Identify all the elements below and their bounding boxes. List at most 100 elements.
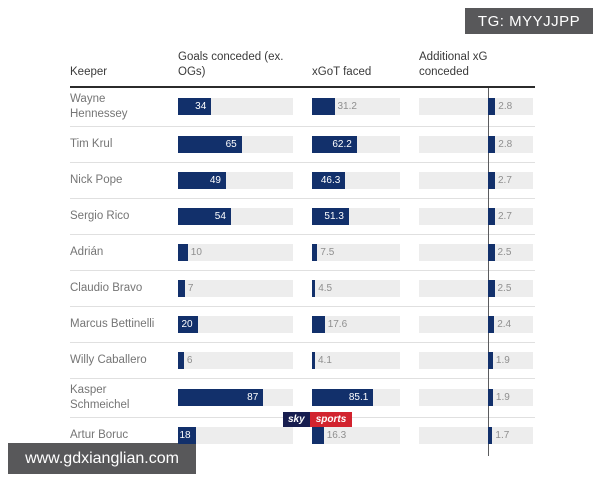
xgot_faced-bar-fill — [312, 351, 315, 369]
xgot_faced-value: 16.3 — [326, 429, 347, 441]
additional_xg-bar-track: 1.9 — [419, 351, 533, 369]
goals_conceded-value: 18 — [179, 429, 191, 441]
goals_conceded-bar-track: 34 — [178, 98, 293, 116]
additional_xg-bar-track: 2.8 — [419, 135, 533, 153]
xgot_faced-value: 17.6 — [327, 318, 348, 330]
xgot_faced-bar-track: 16.3 — [312, 426, 400, 444]
xgot_faced-value: 85.1 — [348, 392, 369, 404]
additional_xg-value: 2.5 — [497, 246, 512, 258]
additional_xg-bar-fill — [488, 135, 496, 153]
keeper-name: Willy Caballero — [70, 353, 147, 366]
xgot_faced-cell: 51.3 — [312, 207, 419, 225]
keeper-name: Wayne Hennessey — [70, 93, 128, 120]
additional_xg-value: 2.8 — [498, 138, 513, 150]
header-xgot-faced: xGoT faced — [312, 65, 419, 80]
table-header: Keeper Goals conceded (ex. OGs) xGoT fac… — [70, 46, 535, 88]
xgot_faced-value: 4.1 — [318, 354, 332, 366]
xgot_faced-bar-fill — [312, 207, 349, 225]
additional_xg-value: 2.8 — [498, 101, 513, 113]
additional_xg-bar-fill — [488, 207, 495, 225]
goals_conceded-value: 34 — [195, 101, 207, 113]
goals_conceded-bar-track: 10 — [178, 243, 293, 261]
xgot_faced-cell: 16.3 — [312, 426, 419, 444]
additional_xg-bar-fill — [488, 171, 495, 189]
header-additional-xg: Additional xG conceded — [419, 50, 535, 80]
xgot_faced-bar-fill — [312, 243, 318, 261]
additional_xg-cell: 2.5 — [419, 279, 535, 297]
goals_conceded-cell: 18 — [178, 426, 312, 444]
goals_conceded-bar-track: 18 — [178, 426, 293, 444]
additional_xg-cell: 2.5 — [419, 243, 535, 261]
xgot_faced-value: 4.5 — [318, 282, 333, 294]
additional_xg-bar-track: 2.7 — [419, 207, 533, 225]
additional_xg-bar-track: 2.5 — [419, 243, 533, 261]
goals_conceded-bar-track: 65 — [178, 135, 293, 153]
goals_conceded-bar-fill — [178, 135, 242, 153]
goals_conceded-value: 87 — [247, 392, 259, 404]
additional_xg-value: 2.4 — [497, 318, 512, 330]
goals_conceded-cell: 10 — [178, 243, 312, 261]
tg-badge: TG: MYYJJPP — [465, 8, 593, 34]
goals_conceded-value: 6 — [186, 354, 193, 366]
table-row: Wayne Hennessey 34 31.2 2.8 — [70, 88, 535, 126]
additional_xg-bar-fill — [488, 351, 493, 369]
additional_xg-cell: 1.9 — [419, 389, 535, 407]
goals_conceded-cell: 65 — [178, 135, 312, 153]
additional_xg-bar-fill — [488, 315, 495, 333]
xgot_faced-value: 62.2 — [332, 138, 352, 150]
goals_conceded-value: 65 — [225, 138, 237, 150]
table-row: Artur Boruc 18 16.3 1.7 — [70, 416, 535, 453]
header-goals-conceded-label: Goals conceded (ex. OGs) — [178, 51, 284, 79]
xgot_faced-cell: 62.2 — [312, 135, 419, 153]
goals_conceded-bar-track: 20 — [178, 315, 293, 333]
keeper-name: Claudio Bravo — [70, 281, 143, 294]
xgot_faced-bar-track: 51.3 — [312, 207, 400, 225]
keeper-name: Kasper Schmeichel — [70, 383, 130, 411]
goals_conceded-value: 7 — [187, 282, 194, 294]
additional_xg-value: 1.9 — [495, 354, 510, 366]
goals_conceded-value: 49 — [209, 174, 221, 186]
additional_xg-bar-track: 2.5 — [419, 279, 533, 297]
sports-logo-text: sports — [309, 412, 353, 427]
additional_xg-cell: 2.8 — [419, 98, 535, 116]
goals_conceded-bar-fill — [178, 243, 188, 261]
goals_conceded-bar-fill — [178, 279, 185, 297]
goals_conceded-bar-fill — [178, 171, 226, 189]
additional_xg-value: 1.9 — [495, 392, 510, 404]
xgot_faced-bar-fill — [312, 135, 357, 153]
goals_conceded-bar-fill — [178, 315, 198, 333]
xgot_faced-bar-fill — [312, 279, 316, 297]
keeper-stats-table: Keeper Goals conceded (ex. OGs) xGoT fac… — [70, 46, 535, 456]
watermark: www.gdxianglian.com — [8, 443, 196, 474]
goals_conceded-bar-track: 54 — [178, 207, 293, 225]
keeper-name: Artur Boruc — [70, 428, 129, 441]
additional_xg-bar-track: 2.4 — [419, 315, 533, 333]
additional_xg-bar-fill — [488, 243, 495, 261]
goals_conceded-cell: 20 — [178, 315, 312, 333]
header-additional-xg-label: Additional xG conceded — [419, 51, 488, 79]
keeper-name: Adrián — [70, 245, 104, 258]
goals_conceded-bar-track: 6 — [178, 351, 293, 369]
xgot_faced-value: 46.3 — [320, 174, 341, 186]
goals_conceded-cell: 54 — [178, 207, 312, 225]
xgot_faced-bar-track: 4.1 — [312, 351, 400, 369]
xgot_faced-bar-fill — [312, 389, 374, 407]
xgot_faced-bar-track: 4.5 — [312, 279, 400, 297]
xgot_faced-bar-track: 31.2 — [312, 98, 400, 116]
additional_xg-cell: 1.9 — [419, 351, 535, 369]
header-keeper: Keeper — [70, 65, 178, 80]
xgot_faced-bar-fill — [312, 171, 346, 189]
table-row: Adrián 10 7.5 2.5 — [70, 233, 535, 270]
table-row: Sergio Rico 54 51.3 2.7 — [70, 197, 535, 234]
xgot_faced-cell: 7.5 — [312, 243, 419, 261]
sky-sports-logo: sky sports — [283, 412, 353, 427]
table-row: Tim Krul 65 62.2 2.8 — [70, 125, 535, 162]
keeper-name: Tim Krul — [70, 137, 113, 150]
xgot_faced-bar-track: 7.5 — [312, 243, 400, 261]
goals_conceded-bar-fill — [178, 389, 264, 407]
goals_conceded-cell: 6 — [178, 351, 312, 369]
additional_xg-value: 2.7 — [498, 210, 512, 222]
additional_xg-bar-fill — [488, 426, 493, 444]
goals_conceded-bar-track: 49 — [178, 171, 293, 189]
